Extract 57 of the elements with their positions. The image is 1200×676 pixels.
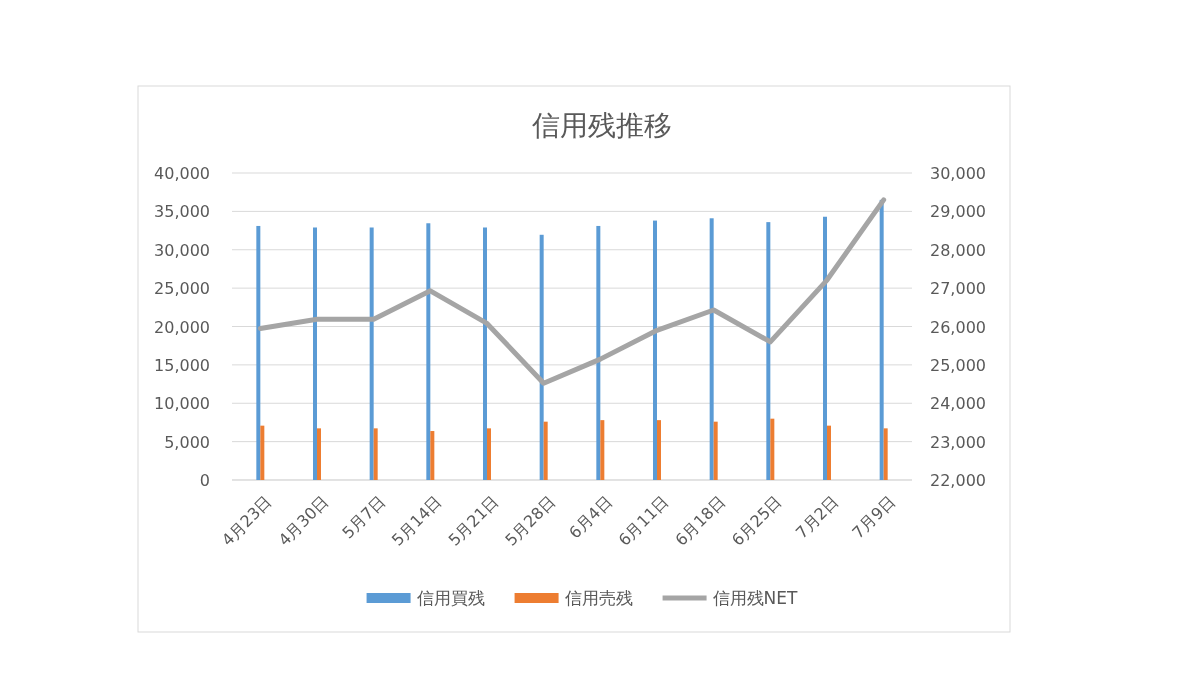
y-tick-label: 25,000	[154, 279, 210, 299]
x-tick-label: 6月25日	[727, 491, 786, 550]
x-tick-label: 5月21日	[444, 491, 503, 550]
x-tick-label: 6月18日	[671, 491, 729, 550]
y2-tick-label: 29,000	[930, 202, 986, 222]
y-tick-label: 40,000	[154, 164, 210, 183]
bar	[256, 225, 261, 480]
x-tick-label: 7月2日	[791, 491, 843, 543]
y-tick-label: 0	[199, 471, 210, 490]
y2-tick-label: 24,000	[930, 394, 986, 414]
bar	[653, 220, 657, 480]
bar	[823, 216, 827, 480]
x-tick-label: 6月11日	[614, 491, 673, 550]
y2-tick-label: 26,000	[930, 317, 986, 337]
bar	[883, 428, 888, 480]
legend-label: 信用買残	[416, 588, 485, 608]
bar	[543, 421, 548, 480]
bar	[260, 425, 265, 480]
x-tick-label: 4月23日	[217, 491, 276, 550]
bar	[709, 218, 714, 480]
bar	[766, 222, 771, 480]
bar	[827, 425, 831, 480]
bar	[317, 428, 321, 480]
bar	[430, 431, 435, 480]
x-tick-label: 4月30日	[274, 491, 333, 550]
bar	[596, 225, 601, 480]
legend-label: 信用売残	[564, 588, 633, 608]
chart-title: 信用残推移	[532, 109, 672, 142]
bar	[770, 418, 775, 480]
bar	[487, 428, 491, 480]
bar	[483, 227, 487, 480]
y-tick-label: 10,000	[154, 394, 210, 414]
y2-tick-label: 22,000	[930, 471, 986, 490]
x-tick-label: 5月28日	[501, 491, 559, 550]
y2-tick-label: 30,000	[930, 164, 986, 183]
x-tick-label: 5月14日	[387, 491, 446, 550]
y2-tick-label: 23,000	[930, 432, 986, 452]
y-tick-label: 5,000	[164, 432, 210, 452]
x-tick-label: 6月4日	[565, 491, 616, 543]
bar	[539, 234, 544, 480]
y2-tick-label: 25,000	[930, 355, 986, 375]
bar	[369, 227, 374, 480]
y-tick-label: 30,000	[154, 240, 210, 260]
bar	[313, 227, 317, 480]
legend-label: 信用残NET	[712, 588, 799, 608]
bar	[713, 421, 718, 480]
y-tick-label: 35,000	[154, 202, 210, 222]
x-tick-label: 5月7日	[338, 491, 389, 543]
bar	[373, 428, 378, 480]
y2-tick-label: 28,000	[930, 240, 986, 260]
x-tick-label: 7月9日	[848, 491, 899, 543]
bar	[657, 420, 661, 480]
y-tick-label: 15,000	[154, 355, 210, 375]
bar	[600, 420, 605, 480]
y2-tick-label: 27,000	[930, 279, 986, 299]
y-tick-label: 20,000	[154, 317, 210, 337]
bar	[426, 223, 431, 480]
